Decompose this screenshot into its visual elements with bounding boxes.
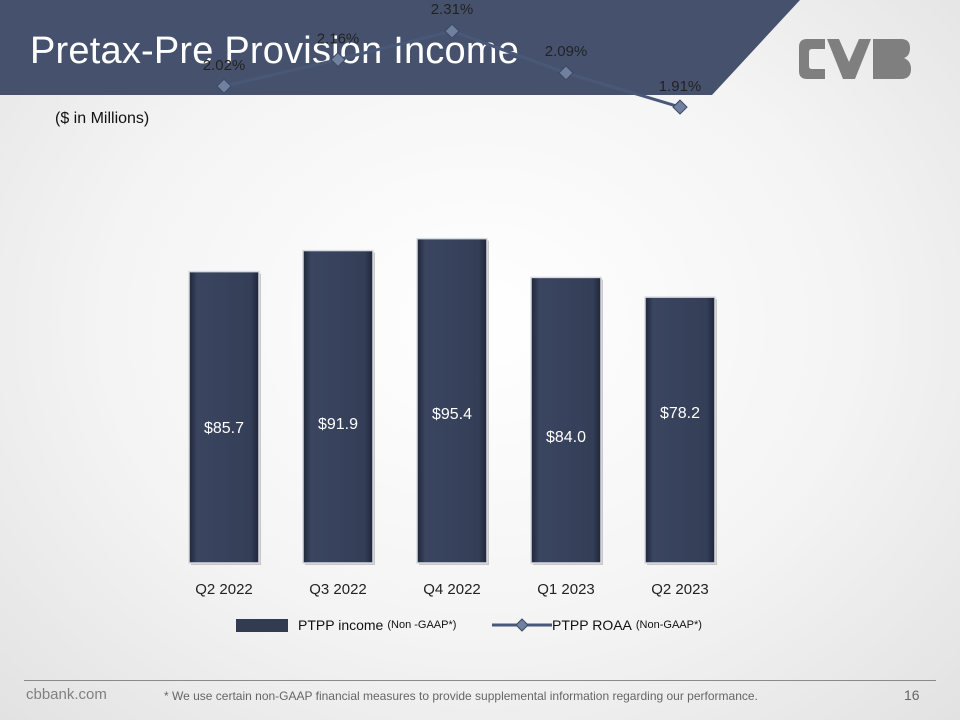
roaa-series-line — [223, 29, 681, 109]
roaa-value-label: 2.16% — [317, 31, 360, 48]
bar-q2-2022 — [188, 270, 260, 564]
chart-legend: PTPP income (Non -GAAP*) PTPP ROAA (Non-… — [0, 617, 960, 641]
cvb-logo-icon — [799, 39, 911, 79]
page-title: Pretax-Pre Provision Income — [30, 30, 520, 72]
bar-value-label: $85.7 — [204, 420, 244, 437]
legend-label-ptpp-roaa: PTPP ROAA — [552, 617, 632, 633]
roaa-point-marker — [672, 99, 688, 115]
legend-qualifier-ptpp-income: (Non -GAAP*) — [387, 619, 457, 631]
footer-divider — [24, 680, 936, 681]
roaa-value-label: 2.02% — [203, 57, 246, 74]
roaa-value-label: 1.91% — [659, 78, 702, 95]
page-number: 16 — [904, 687, 920, 703]
header-band — [0, 0, 800, 95]
legend-qualifier-ptpp-roaa: (Non-GAAP*) — [635, 619, 702, 631]
x-tick-label: Q2 2023 — [651, 581, 709, 598]
bar-value-label: $91.9 — [318, 416, 358, 433]
legend-item-ptpp-income: PTPP income (Non -GAAP*) — [236, 617, 456, 633]
roaa-value-label: 2.09% — [545, 43, 588, 60]
x-tick-label: Q2 2022 — [195, 581, 253, 598]
legend-label-ptpp-income: PTPP income — [298, 617, 384, 633]
x-tick-label: Q4 2022 — [423, 581, 481, 598]
x-tick-label: Q1 2023 — [537, 581, 595, 598]
bar-value-label: $95.4 — [432, 406, 472, 423]
legend-item-ptpp-roaa: PTPP ROAA (Non-GAAP*) — [492, 617, 702, 633]
bar-q4-2022 — [416, 237, 488, 564]
bar-q3-2022 — [302, 249, 374, 564]
footer-website-link[interactable]: cbbank.com — [26, 686, 107, 703]
roaa-value-label: 2.31% — [431, 1, 474, 18]
bar-q2-2023 — [644, 296, 716, 564]
roaa-point-marker — [558, 65, 574, 81]
chart-area: $85.7 $91.9 $95.4 $84.0 $78.2 2.02% 2.16% 2.31… — [188, 1, 717, 598]
footer-non-gaap-note: * We use certain non-GAAP financial meas… — [164, 689, 758, 703]
legend-swatch-bar — [236, 618, 288, 632]
legend-swatch-line — [492, 618, 552, 632]
bar-value-label: $78.2 — [660, 405, 700, 422]
bar-value-label: $84.0 — [546, 429, 586, 446]
roaa-point-marker — [216, 78, 232, 94]
x-tick-label: Q3 2022 — [309, 581, 367, 598]
roaa-point-marker — [330, 51, 346, 68]
bar-q1-2023 — [530, 276, 602, 564]
roaa-point-marker — [444, 23, 460, 39]
units-note: ($ in Millions) — [55, 110, 150, 127]
